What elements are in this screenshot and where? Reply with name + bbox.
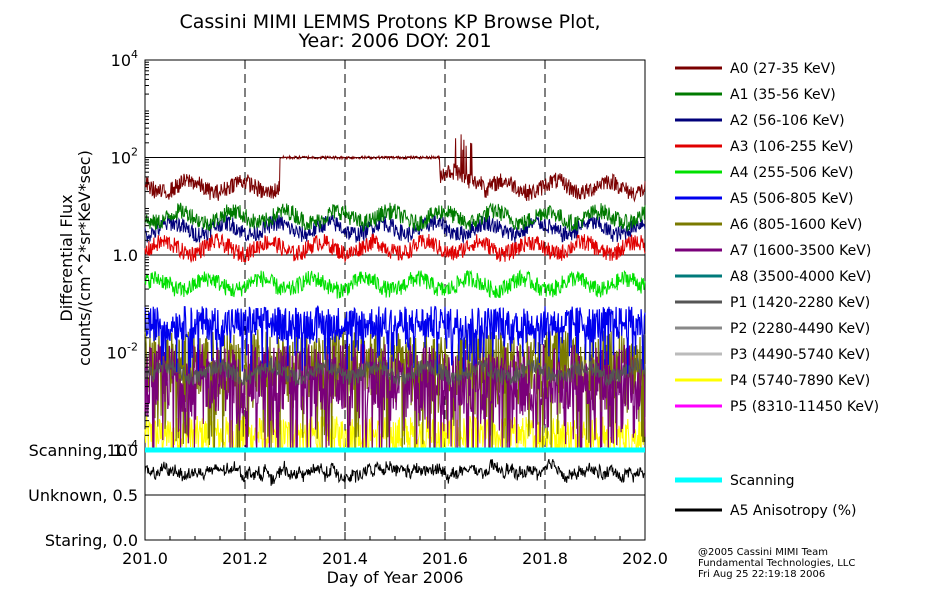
series-line-p1 <box>144 357 646 387</box>
status-tick-label: Unknown, 0.5 <box>28 486 138 505</box>
y-axis-label-line2: counts/(cm^2*sr*KeV*sec) <box>75 150 94 366</box>
series-line-p4 <box>144 414 646 452</box>
legend-label: A0 (27-35 KeV) <box>730 61 836 77</box>
y-tick-label: 104 <box>111 48 138 70</box>
credit-line3: Fri Aug 25 22:19:18 2006 <box>698 569 825 580</box>
legend-label: P4 (5740-7890 KeV) <box>730 373 870 389</box>
legend: A0 (27-35 KeV) A1 (35-56 KeV) A2 (56-106 K… <box>675 61 879 415</box>
status-tick-label: Staring, 0.0 <box>45 531 138 550</box>
chart-title-line2: Year: 2006 DOY: 201 <box>297 30 491 52</box>
legend-label: A1 (35-56 KeV) <box>730 87 836 103</box>
chart-title-line1: Cassini MIMI LEMMS Protons KP Browse Plo… <box>179 11 600 33</box>
series-line-a4 <box>144 269 646 299</box>
legend-label: P3 (4490-5740 KeV) <box>730 347 870 363</box>
series-line-a0 <box>144 134 646 203</box>
legend-label: P1 (1420-2280 KeV) <box>730 295 870 311</box>
y-axis-label: Differential Flux counts/(cm^2*sr*KeV*se… <box>57 150 94 366</box>
legend-label: A7 (1600-3500 KeV) <box>730 243 871 259</box>
anisotropy-line <box>144 458 646 486</box>
series-line-a1 <box>144 202 646 233</box>
x-tick-label: 201.2 <box>222 549 268 568</box>
status-legend-label: A5 Anisotropy (%) <box>730 503 857 519</box>
legend-label: P5 (8310-11450 KeV) <box>730 399 879 415</box>
x-tick-label: 201.4 <box>322 549 368 568</box>
status-legend-label: Scanning <box>730 473 795 489</box>
legend-label: A6 (805-1600 KeV) <box>730 217 862 233</box>
legend-label: A2 (56-106 KeV) <box>730 113 845 129</box>
legend-label: A3 (106-255 KeV) <box>730 139 853 155</box>
x-tick-label: 201.6 <box>422 549 468 568</box>
x-axis-label: Day of Year 2006 <box>327 568 464 587</box>
x-tick-label: 202.0 <box>622 549 668 568</box>
series-line-a3 <box>144 233 646 264</box>
flux-series-layer <box>144 134 646 452</box>
x-tick-label: 201.8 <box>522 549 568 568</box>
status-tick-label: Scanning, 1.0 <box>29 441 138 460</box>
series-line-a5 <box>144 305 646 374</box>
credit-line2: Fundamental Technologies, LLC <box>698 558 855 569</box>
credit-line1: @2005 Cassini MIMI Team <box>698 547 828 558</box>
series-line-a2 <box>144 214 646 245</box>
status-legend: Scanning A5 Anisotropy (%) <box>675 473 857 519</box>
y-tick-label: 102 <box>111 146 138 168</box>
legend-label: A5 (506-805 KeV) <box>730 191 853 207</box>
legend-label: A8 (3500-4000 KeV) <box>730 269 871 285</box>
y-tick-label: 10-2 <box>107 341 138 363</box>
x-tick-label: 201.0 <box>122 549 168 568</box>
status-series-layer <box>144 447 646 486</box>
y-axis-label-line1: Differential Flux <box>57 194 76 321</box>
y-tick-label: 1.0 <box>113 246 138 265</box>
legend-label: A4 (255-506 KeV) <box>730 165 853 181</box>
legend-label: P2 (2280-4490 KeV) <box>730 321 870 337</box>
